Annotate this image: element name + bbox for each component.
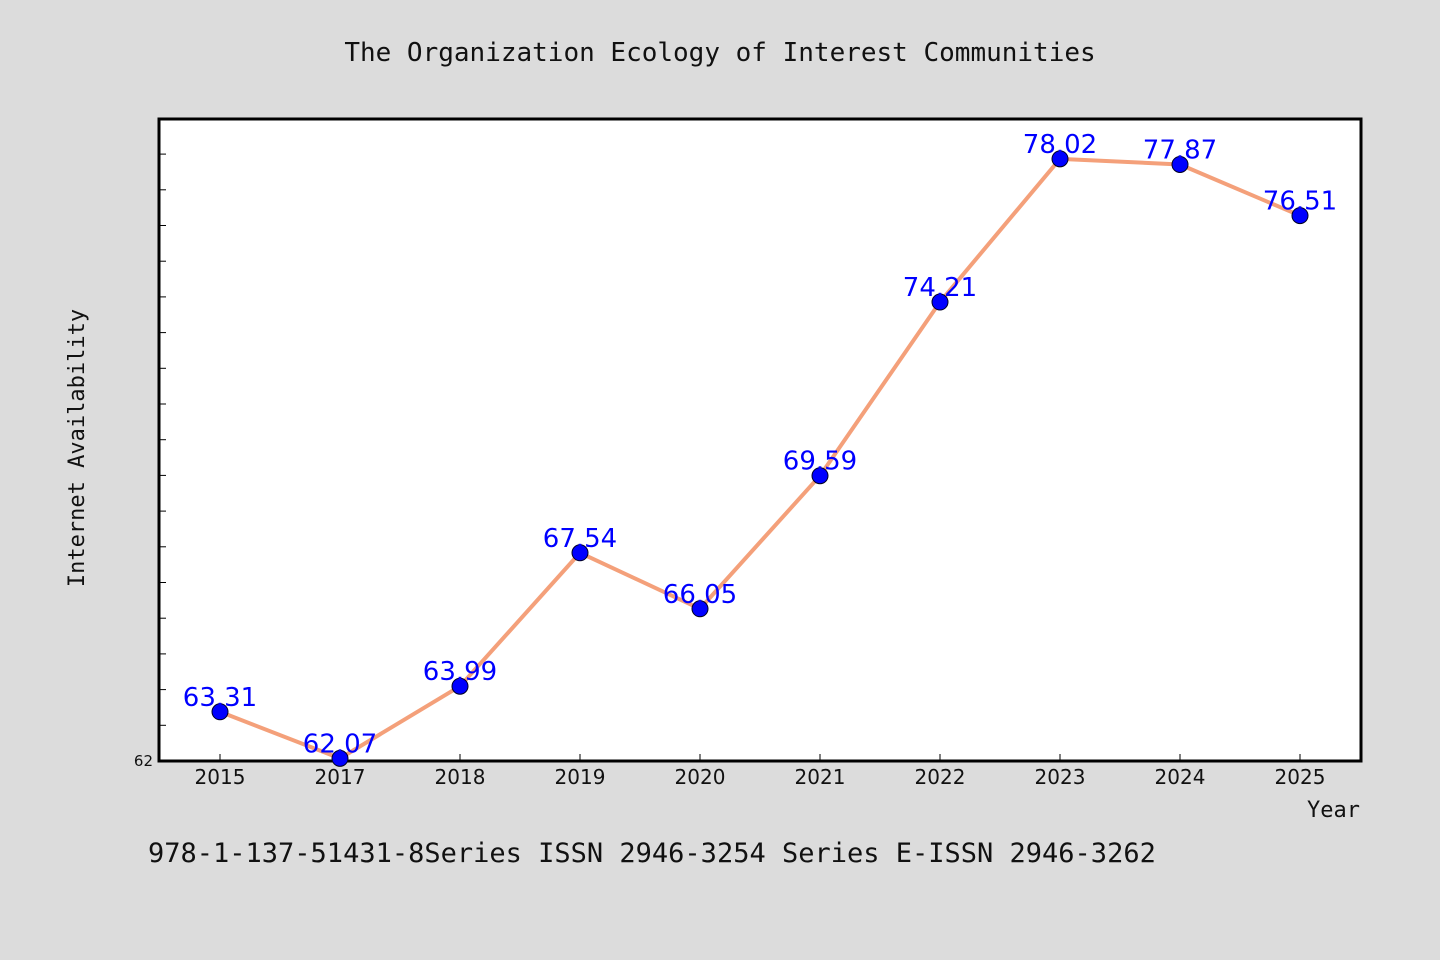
series-line (219, 156, 1301, 761)
data-labels: 63.31 62.07 63.99 67.54 66.05 69.59 74.21 78.02… (183, 130, 1337, 760)
data-point (211, 703, 229, 721)
x-tick-label: 2015 (195, 765, 246, 789)
x-tick-label: 2023 (1035, 765, 1086, 789)
data-label: 62.07 (303, 729, 377, 759)
x-tick-label: 2021 (795, 765, 846, 789)
data-point (811, 467, 829, 485)
y-axis-label: Internet Availability (65, 309, 90, 587)
data-label: 74.21 (903, 273, 977, 303)
plot-area (157, 117, 1363, 763)
data-point (691, 600, 709, 618)
x-tick-label: 2022 (915, 765, 966, 789)
data-label: 63.99 (423, 657, 497, 687)
data-point (451, 677, 469, 695)
chart-title: The Organization Ecology of Interest Com… (344, 38, 1095, 68)
data-point (1291, 207, 1309, 225)
y-tick-label: 62 (134, 752, 153, 770)
x-axis-label: Year (1307, 798, 1360, 823)
x-tick-label: 2024 (1155, 765, 1206, 789)
x-tick-label: 2020 (675, 765, 726, 789)
data-point (931, 293, 949, 311)
data-point (331, 749, 349, 767)
data-point (1171, 155, 1189, 173)
footer-isbn-text: 978-1-137-51431-8Series ISSN 2946-3254 S… (148, 838, 1156, 869)
data-label: 63.31 (183, 683, 257, 713)
data-label: 76.51 (1263, 187, 1337, 217)
data-label: 69.59 (783, 447, 857, 477)
data-label: 66.05 (663, 580, 737, 610)
x-tick-label: 2017 (315, 765, 366, 789)
x-tick-label: 2018 (435, 765, 486, 789)
x-tick-label: 2019 (555, 765, 606, 789)
x-axis-ticks (219, 754, 1301, 761)
y-axis-ticks (159, 153, 166, 762)
data-markers (211, 150, 1309, 767)
data-label: 78.02 (1023, 130, 1097, 160)
data-point (571, 544, 589, 562)
data-point (1051, 150, 1069, 168)
x-tick-labels: 2015 2017 2018 2019 2020 2021 2022 2023 2024 2025 (195, 765, 1326, 789)
data-label: 67.54 (543, 524, 617, 554)
x-tick-label: 2025 (1275, 765, 1326, 789)
data-label: 77.87 (1143, 135, 1217, 165)
